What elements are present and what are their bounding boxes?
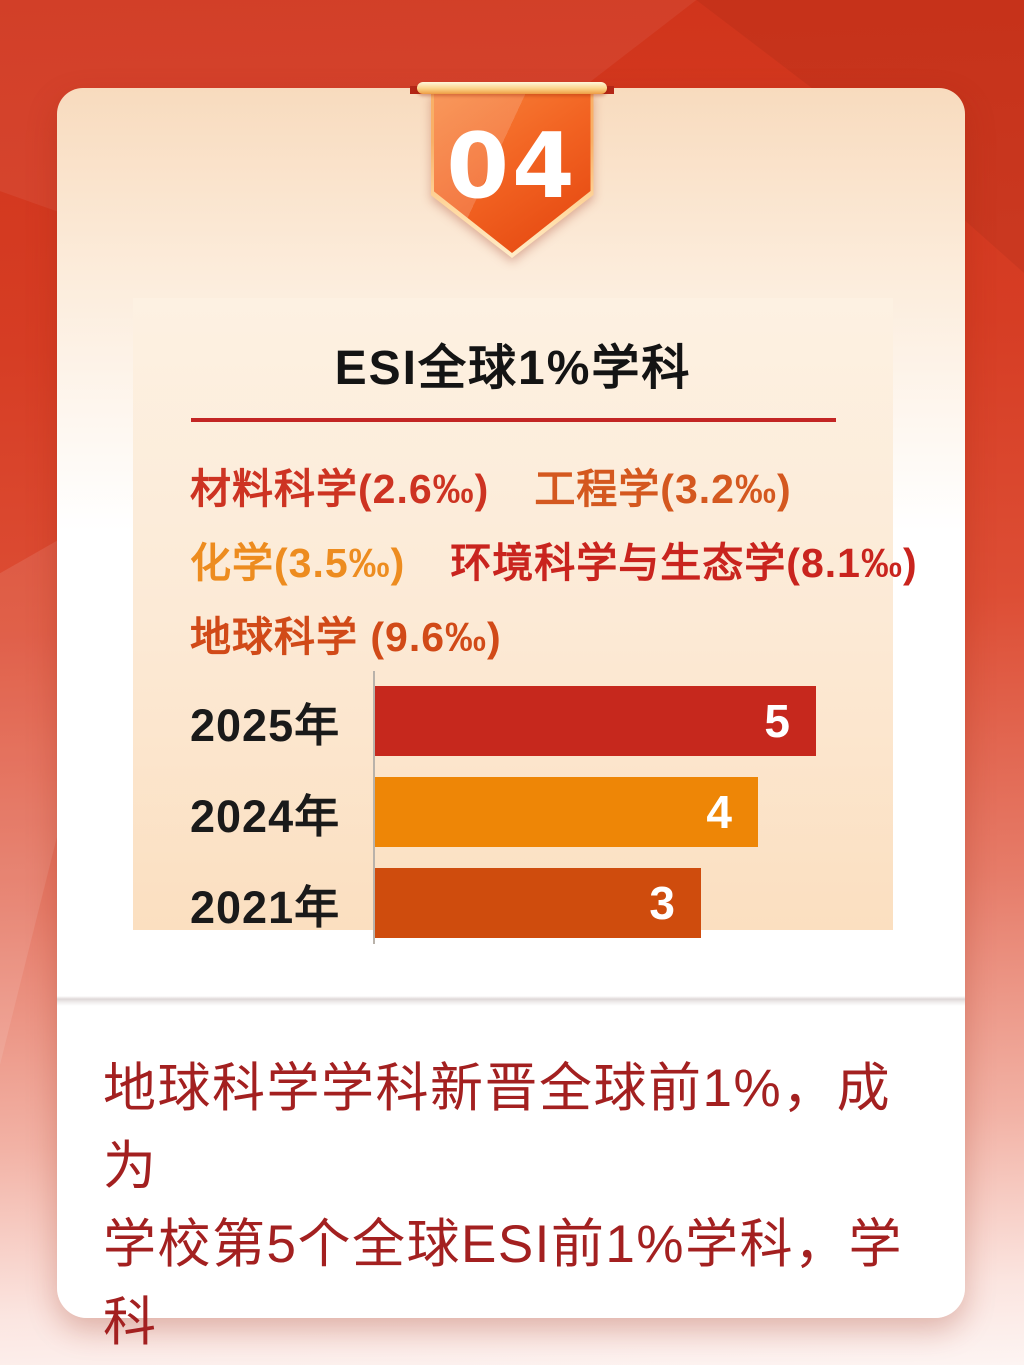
chart-axis-line xyxy=(373,671,375,944)
discipline-item: 材料科学(2.6‰) xyxy=(190,466,490,512)
footer-line: 学校第5个全球ESI前1%学科，学科 xyxy=(103,1215,904,1352)
bar-row: 2024年 4 xyxy=(133,777,893,847)
badge-number: 04 xyxy=(446,114,578,219)
bar-category-label: 2024年 xyxy=(190,790,341,842)
bar-chart: 2025年 5 2024年 4 2021年 3 xyxy=(133,671,893,944)
discipline-item: 环境科学与生态学(8.1‰) xyxy=(450,540,918,586)
panel-title: ESI全球1%学科 xyxy=(334,342,692,395)
discipline-item: 地球科学 (9.6‰) xyxy=(190,614,502,660)
bar-category-label: 2021年 xyxy=(190,881,341,933)
bar-value-label: 5 xyxy=(764,695,790,747)
bar-row: 2021年 3 xyxy=(133,868,893,938)
bar-value-label: 3 xyxy=(649,877,675,929)
discipline-line: 化学(3.5‰) 环境科学与生态学(8.1‰) xyxy=(190,522,917,596)
bar: 5 xyxy=(373,686,816,756)
badge-ribbon-bar xyxy=(410,82,614,94)
title-underline xyxy=(190,418,836,422)
bar: 3 xyxy=(373,868,701,938)
discipline-item: 工程学(3.2‰) xyxy=(534,466,792,512)
footer-text: 地球科学学科新晋全球前1%，成为 学校第5个全球ESI前1%学科，学科 建设再上… xyxy=(103,1050,925,1365)
section-badge: 04 xyxy=(410,82,614,258)
discipline-list: 材料科学(2.6‰) 工程学(3.2‰) 化学(3.5‰) 环境科学与生态学(8… xyxy=(190,448,917,670)
bar-row: 2025年 5 xyxy=(133,686,893,756)
badge-shield: 04 xyxy=(430,90,594,258)
discipline-item: 化学(3.5‰) xyxy=(190,540,406,586)
bar: 4 xyxy=(373,777,758,847)
discipline-line: 材料科学(2.6‰) 工程学(3.2‰) xyxy=(190,448,893,522)
bar-category-label: 2025年 xyxy=(190,699,341,751)
esi-panel: ESI全球1%学科 材料科学(2.6‰) 工程学(3.2‰) 化学(3.5‰) … xyxy=(133,298,917,944)
discipline-line: 地球科学 (9.6‰) xyxy=(190,596,893,670)
bar-value-label: 4 xyxy=(706,786,732,838)
footer-line: 地球科学学科新晋全球前1%，成为 xyxy=(103,1059,892,1196)
card-section-divider xyxy=(57,996,965,1006)
content-card: ESI全球1%学科 材料科学(2.6‰) 工程学(3.2‰) 化学(3.5‰) … xyxy=(57,88,965,1352)
ribbon-capsule xyxy=(417,82,607,94)
